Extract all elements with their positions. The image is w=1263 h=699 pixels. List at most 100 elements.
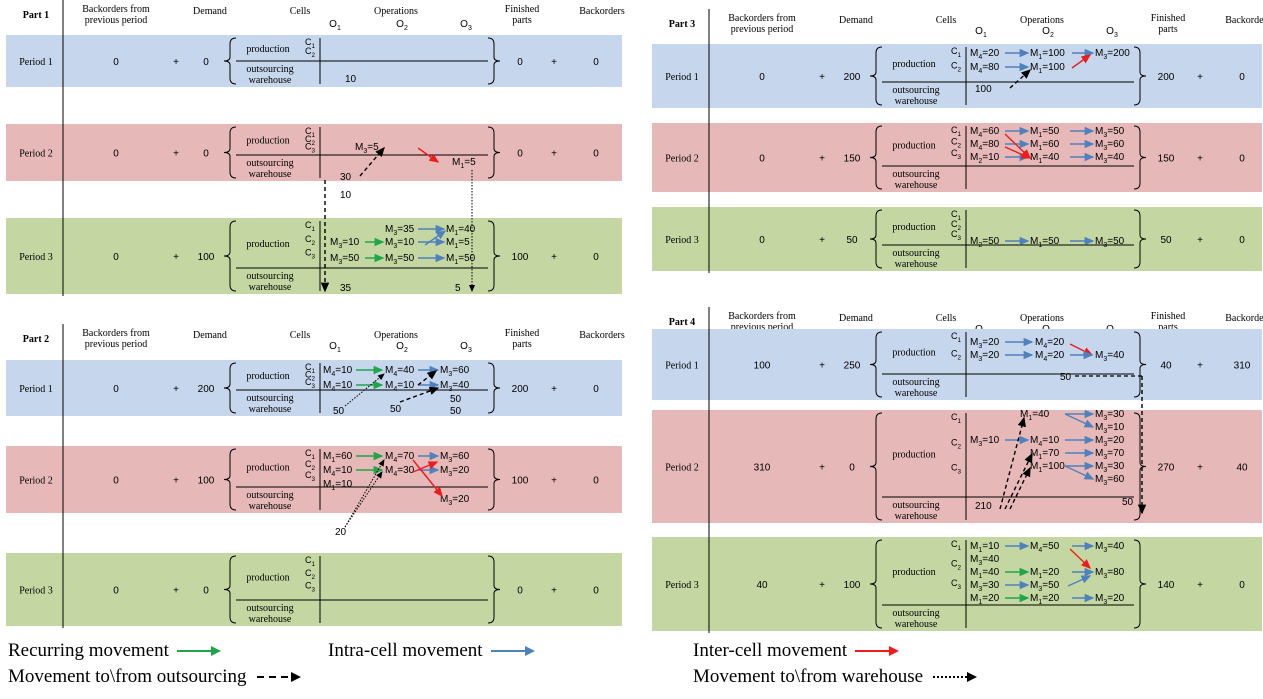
header-backorders: Backorders	[579, 6, 625, 17]
plus-sign: +	[1197, 154, 1203, 165]
outsourcing-arrow	[999, 416, 1026, 510]
header-demand: Demand	[839, 313, 873, 324]
inter-cell-arrow	[1004, 146, 1032, 159]
inter-cell-arrow	[1071, 54, 1092, 69]
machine-value: M4=80	[970, 139, 1000, 152]
cell-c1-label: C1	[951, 125, 962, 138]
outsourcing-arrow-icon	[256, 672, 301, 682]
machine-value: M1=60	[323, 451, 353, 464]
plus-sign: +	[819, 580, 825, 591]
outsourcing-label: outsourcing	[892, 169, 939, 180]
header-op-3: O3	[460, 19, 472, 32]
cell-c1-label: C1	[305, 555, 316, 568]
machine-value: M4=80	[970, 62, 1000, 75]
demand-value: 50	[846, 235, 858, 246]
production-label: production	[892, 450, 935, 461]
period-2-band	[6, 446, 622, 513]
brace	[223, 126, 237, 179]
production-label: production	[892, 567, 935, 578]
period-label: Period 1	[665, 361, 699, 372]
plus-sign: +	[819, 361, 825, 372]
machine-value: M3=50	[385, 253, 415, 266]
header-operations: Operations	[374, 6, 418, 17]
machine-value: M1=50	[1030, 126, 1060, 139]
period-3-band	[6, 218, 622, 294]
cell-c1-label: C1	[951, 539, 962, 552]
production-label: production	[892, 141, 935, 152]
plus-sign: +	[1197, 361, 1203, 372]
warehouse-label: warehouse	[249, 501, 292, 512]
legend-recurring: Recurring movement	[8, 640, 223, 662]
cell-c2-label: C2	[305, 370, 316, 383]
outsourcing-label: outsourcing	[246, 64, 293, 75]
cell-c2-label: C2	[951, 137, 962, 150]
brace	[869, 209, 883, 269]
finished-value: 150	[1158, 154, 1175, 165]
legend-warehouse-label: Movement to\from warehouse	[693, 666, 924, 687]
machine-value: M1=60	[1030, 139, 1060, 152]
period-label: Period 3	[19, 586, 53, 597]
warehouse-arrow	[344, 471, 383, 528]
finished-value: 140	[1158, 580, 1175, 591]
legend-recurring-label: Recurring movement	[8, 640, 169, 661]
header-backorders-prev: previous period	[85, 339, 148, 350]
machine-value: M3=10	[970, 435, 1000, 448]
brace	[487, 555, 501, 624]
brace	[1133, 209, 1147, 269]
cell-c2-label: C2	[305, 568, 316, 581]
cell-c3-label: C3	[305, 470, 316, 483]
brace	[487, 220, 501, 292]
plus-sign: +	[173, 586, 179, 597]
period-label: Period 1	[19, 57, 53, 68]
production-label: production	[246, 44, 289, 55]
machine-value: M1=40	[446, 224, 476, 237]
cell-c1-label: C1	[305, 220, 316, 233]
period-label: Period 2	[665, 463, 699, 474]
warehouse-value: 50	[1122, 497, 1134, 508]
machine-value: M3=60	[1095, 474, 1125, 487]
machine-value: M3=30	[1095, 409, 1125, 422]
backorders-prev-value: 0	[759, 154, 765, 165]
brace	[1133, 539, 1147, 629]
outsourcing-label: outsourcing	[892, 500, 939, 511]
machine-value: M1=20	[1030, 593, 1060, 606]
header-op-3: O3	[1106, 26, 1118, 39]
machine-value: M3=40	[1095, 350, 1125, 363]
cell-c1-label: C1	[951, 331, 962, 344]
brace	[487, 37, 501, 85]
production-label: production	[246, 239, 289, 250]
period-label: Period 2	[19, 149, 53, 160]
demand-value: 200	[844, 72, 861, 83]
header-backorders-prev: Backorders from	[728, 13, 796, 24]
intra-cell-arrow	[1067, 575, 1092, 587]
inter-cell-arrow	[412, 461, 439, 473]
machine-value: M3=60	[440, 451, 470, 464]
period-1-band	[652, 44, 1262, 108]
warehouse-label: warehouse	[895, 259, 938, 270]
header-backorders: Backorders	[579, 330, 625, 341]
cell-c3-label: C3	[951, 148, 962, 161]
finished-value: 200	[1158, 72, 1175, 83]
machine-value: M3=60	[440, 365, 470, 378]
header-finished: parts	[512, 339, 532, 350]
backorders-prev-value: 0	[113, 252, 119, 263]
machine-value: M1=10	[970, 541, 1000, 554]
header-operations: Operations	[1020, 313, 1064, 324]
finished-value: 100	[512, 476, 529, 487]
outsourcing-value: 35	[340, 283, 352, 294]
header-op-2: O2	[396, 19, 408, 32]
machine-value: M3=35	[385, 224, 415, 237]
outsourcing-label: outsourcing	[892, 248, 939, 259]
header-backorders-prev: previous period	[731, 24, 794, 35]
outsourcing-arrow	[417, 370, 438, 386]
intra-cell-arrow	[1064, 413, 1095, 428]
period-3-band	[652, 537, 1262, 631]
backorders-value: 0	[593, 476, 599, 487]
production-label: production	[246, 136, 289, 147]
header-finished: parts	[1158, 24, 1178, 35]
cell-c3-label: C3	[951, 463, 962, 476]
warehouse-arrow	[344, 459, 385, 528]
plus-sign: +	[551, 476, 557, 487]
outsourcing-arrow	[1009, 69, 1032, 89]
backorders-value: 0	[593, 586, 599, 597]
